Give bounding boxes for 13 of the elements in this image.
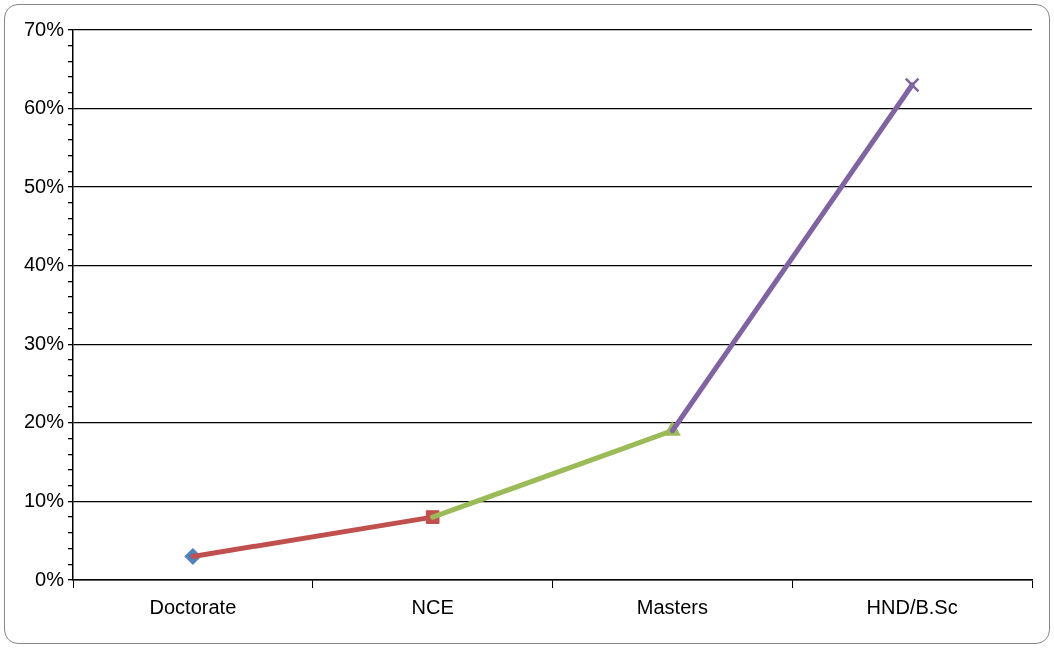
y-tick-label: 40%	[24, 253, 65, 276]
y-tick-label: 30%	[24, 331, 65, 354]
x-tick-label: HND/B.Sc	[866, 595, 958, 618]
x-tick-label: NCE	[411, 595, 454, 618]
y-tick-label: 20%	[24, 410, 65, 433]
point	[904, 77, 920, 93]
y-tick-label: 60%	[24, 96, 65, 119]
y-tick-label: 10%	[24, 488, 65, 511]
x-tick-label: Masters	[636, 595, 708, 618]
x-tick-label: Doctorate	[149, 595, 237, 618]
y-tick-label: 50%	[24, 174, 65, 197]
y-tick-label: 0%	[35, 567, 65, 590]
y-tick-label: 70%	[24, 17, 65, 40]
